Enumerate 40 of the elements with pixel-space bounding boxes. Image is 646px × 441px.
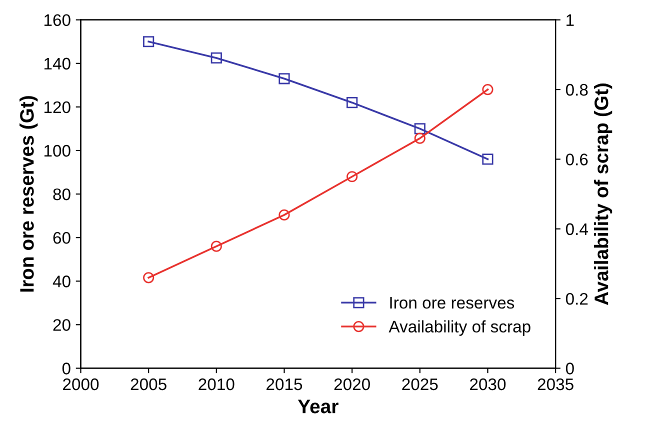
- point: [278, 73, 290, 84]
- y2-tick-label: 1: [566, 14, 574, 26]
- y-tick-label: 20: [53, 319, 70, 331]
- point: [482, 154, 494, 165]
- y-tick-label: 100: [44, 144, 70, 157]
- y-tick-label: 160: [44, 14, 70, 26]
- y2-tick-label: 0.6: [566, 154, 588, 166]
- point: [414, 132, 426, 144]
- x-tick-label: 2025: [402, 378, 438, 390]
- y-tick-label: 40: [52, 276, 70, 288]
- x-tick-label: 2020: [334, 378, 370, 390]
- point: [210, 52, 222, 64]
- point: [143, 36, 154, 48]
- legend-label: Availability of scrap: [388, 320, 530, 336]
- point: [414, 123, 426, 134]
- x-axis-title: Year: [298, 400, 338, 414]
- y-tick-label: 60: [53, 232, 70, 244]
- point: [278, 209, 290, 220]
- y-tick-label: 0: [62, 362, 70, 374]
- y-axis-title: Iron ore reserves (Gt): [20, 96, 38, 292]
- point: [143, 272, 154, 284]
- y-tick-label: 140: [44, 58, 70, 70]
- x-tick-label: 2030: [470, 378, 506, 390]
- point: [210, 240, 222, 252]
- x-tick-label: 2035: [538, 378, 574, 390]
- y2-axis-title: Availability of scrap (Gt): [594, 84, 612, 306]
- point: [482, 84, 494, 96]
- x-tick-label: 2000: [63, 378, 99, 390]
- y-tick-label: 120: [44, 101, 70, 114]
- y2-tick-label: 0.8: [566, 84, 588, 96]
- point: [346, 97, 358, 108]
- y2-tick-label: 0.4: [566, 223, 588, 236]
- point: [346, 171, 358, 182]
- y2-tick-label: 0: [566, 362, 574, 374]
- y2-tick-label: 0.2: [566, 292, 588, 305]
- x-tick-label: 2010: [198, 378, 234, 390]
- x-tick-label: 2015: [266, 378, 302, 390]
- x-tick-label: 2005: [130, 378, 166, 390]
- y-tick-label: 80: [53, 188, 70, 200]
- legend-label: Iron ore reserves: [390, 297, 514, 309]
